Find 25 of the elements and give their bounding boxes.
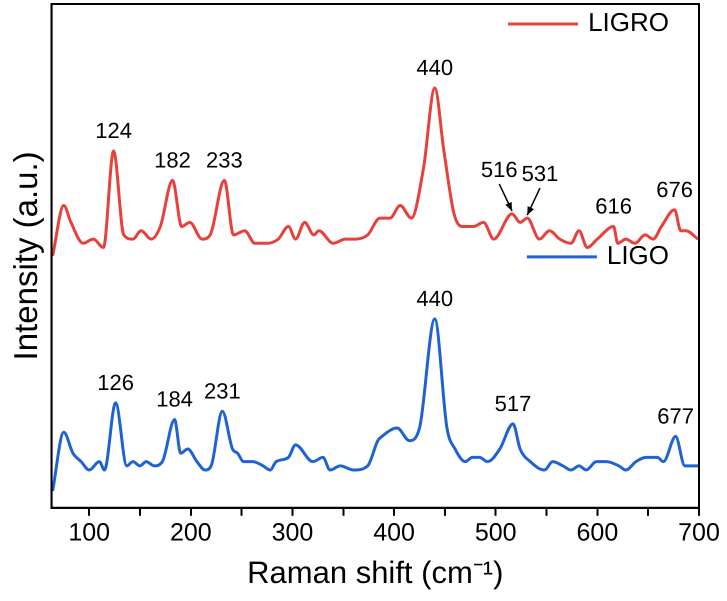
annotation: 440 [416, 55, 454, 80]
annotation: 184 [156, 386, 193, 412]
annotation: 517 [494, 390, 532, 416]
legend-label: LIGO [606, 240, 670, 270]
x-tick-label: 300 [272, 518, 314, 547]
y-axis-title: Intensity (a.u.) [6, 151, 44, 360]
legend-label: LIGRO [588, 7, 670, 38]
annotation: 231 [204, 378, 241, 404]
annotation: 531 [522, 161, 558, 186]
x-tick-label: 500 [474, 518, 517, 547]
annotation: 233 [206, 147, 243, 172]
x-tick-label: 100 [68, 518, 110, 547]
annotation: 440 [416, 286, 454, 311]
annotation: 126 [97, 370, 134, 395]
annotation: 516 [480, 156, 518, 182]
annotation: 677 [657, 403, 694, 428]
annotation: 182 [154, 147, 191, 172]
x-axis-title: Raman shift (cm⁻¹) [247, 554, 504, 590]
x-tick-label: 600 [576, 518, 618, 547]
annotation: 616 [595, 194, 632, 219]
x-tick-label: 400 [373, 518, 415, 547]
x-tick-label: 700 [678, 518, 720, 547]
annotation: 124 [95, 118, 132, 144]
x-tick-label: 200 [170, 518, 212, 547]
annotation: 676 [656, 176, 693, 202]
